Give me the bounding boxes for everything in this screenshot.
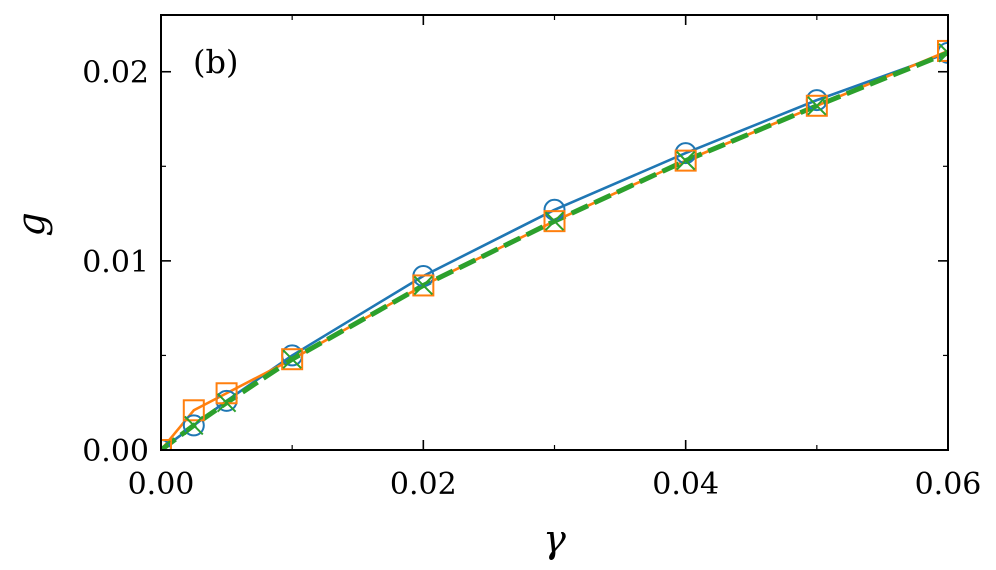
series-line-3 [161, 50, 948, 450]
series-2-point [412, 274, 435, 297]
series-2-point [182, 399, 205, 422]
series-3-point [161, 440, 171, 450]
series-line-2 [161, 49, 948, 450]
series-layer [161, 49, 948, 450]
series-3-point [544, 211, 565, 231]
y-tick-label: 0.02 [82, 56, 149, 91]
y-axis-label: g [9, 212, 53, 236]
series-3-point [184, 415, 204, 436]
plot-frame [160, 14, 949, 451]
ticks-layer: 0.00 0.02 0.04 0.06 0.00 0.01 0.02 [82, 15, 981, 502]
series-3-point [216, 393, 237, 413]
series-2-point [543, 210, 566, 233]
series-2-point [937, 39, 948, 62]
series-1-point [182, 414, 205, 437]
x-tick-label: 0.04 [652, 467, 719, 502]
series-2-point [805, 94, 828, 117]
x-tick-label: 0.06 [915, 467, 982, 502]
series-2-point [674, 149, 697, 172]
x-axis-label: γ [543, 517, 566, 561]
series-3-point [938, 43, 948, 63]
series-3-point [413, 275, 434, 296]
x-tick-label: 0.00 [128, 467, 195, 502]
y-tick-label: 0.00 [82, 434, 149, 469]
x-tick-label: 0.02 [390, 467, 457, 502]
series-3-point [807, 96, 827, 116]
series-2-point [281, 348, 304, 371]
series-3-point [282, 349, 302, 369]
series-line-1 [161, 51, 948, 450]
series-3-point [675, 150, 696, 171]
panel-label: (b) [193, 43, 238, 81]
marker-layer [161, 39, 948, 450]
y-tick-label: 0.01 [82, 245, 149, 280]
